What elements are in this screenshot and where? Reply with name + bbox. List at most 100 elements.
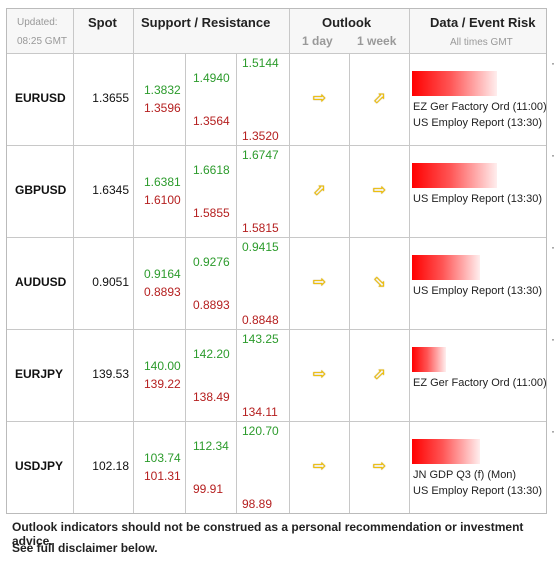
level1-cell: 1.6381 1.6100 (134, 146, 186, 237)
spot-cell: 139.53 (74, 330, 134, 421)
level3-cell: 0.9415 0.8848 (237, 238, 290, 329)
support-2: 1.5855 (193, 206, 230, 220)
pair-cell: GBPUSD (7, 146, 74, 237)
resistance-1: 103.74 (144, 451, 181, 465)
pair-label: AUDUSD (15, 275, 67, 289)
forecast-table: Updated: 08:25 GMT Spot Support / Resist… (6, 8, 547, 514)
outlook-week-cell: ⇨ (350, 422, 410, 513)
level3-cell: 143.25 134.11 (237, 330, 290, 421)
level1-cell: 140.00 139.22 (134, 330, 186, 421)
level2-cell: 1.6618 1.5855 (186, 146, 237, 237)
spot-cell: 102.18 (74, 422, 134, 513)
table-row: GBPUSD 1.6345 1.6381 1.6100 1.6618 1.585… (7, 145, 546, 237)
event-risk-cell: JN GDP Q3 (f) (Mon) US Employ Report (13:… (410, 422, 546, 513)
spot-cell: 1.3655 (74, 54, 134, 145)
event-risk-cell: US Employ Report (13:30) (410, 146, 546, 237)
event-item: EZ Ger Factory Ord (11:00) (413, 101, 547, 113)
level2-cell: 1.4940 1.3564 (186, 54, 237, 145)
pair-cell: AUDUSD (7, 238, 74, 329)
table-row: USDJPY 102.18 103.74 101.31 112.34 99.91… (7, 421, 546, 513)
right-arrow-icon: ⇨ (312, 366, 327, 383)
spot-value: 1.6345 (92, 183, 129, 197)
pair-label: GBPUSD (15, 183, 67, 197)
edge-tick: · (551, 148, 555, 162)
pair-label: USDJPY (15, 459, 64, 473)
pair-cell: EURUSD (7, 54, 74, 145)
event-item: JN GDP Q3 (f) (Mon) (413, 469, 517, 481)
spot-value: 0.9051 (92, 275, 129, 289)
resistance-3: 0.9415 (242, 240, 279, 254)
level1-cell: 103.74 101.31 (134, 422, 186, 513)
resistance-2: 112.34 (193, 439, 229, 453)
support-1: 139.22 (144, 377, 181, 391)
right-arrow-icon: ⇨ (312, 274, 327, 291)
level3-cell: 1.6747 1.5815 (237, 146, 290, 237)
resistance-1: 140.00 (144, 359, 181, 373)
support-1: 1.6100 (144, 193, 181, 207)
header-spot: Spot (88, 15, 117, 30)
level2-cell: 0.9276 0.8893 (186, 238, 237, 329)
support-3: 98.89 (242, 497, 273, 511)
support-2: 1.3564 (193, 114, 230, 128)
risk-level-bar (412, 347, 446, 372)
support-1: 1.3596 (144, 101, 181, 115)
resistance-3: 1.5144 (242, 56, 279, 70)
header-outlook: Outlook (322, 15, 372, 30)
header-outlook-day: 1 day (302, 34, 333, 48)
level1-cell: 1.3832 1.3596 (134, 54, 186, 145)
resistance-1: 1.6381 (144, 175, 181, 189)
updated-label: Updated: (17, 17, 58, 28)
event-item: US Employ Report (13:30) (413, 485, 542, 497)
risk-level-bar (412, 255, 480, 280)
resistance-2: 1.4940 (193, 71, 230, 85)
table-row: AUDUSD 0.9051 0.9164 0.8893 0.9276 0.889… (7, 237, 546, 329)
up-right-arrow-icon: ⬀ (372, 90, 387, 107)
support-2: 99.91 (193, 482, 224, 496)
level3-cell: 120.70 98.89 (237, 422, 290, 513)
risk-level-bar (412, 71, 497, 96)
header-outlook-cell: Outlook 1 day 1 week (290, 9, 410, 53)
resistance-3: 1.6747 (242, 148, 279, 162)
header-sr-cell: Support / Resistance (134, 9, 290, 53)
pair-label: EURJPY (15, 367, 64, 381)
updated-time: 08:25 GMT (17, 36, 68, 47)
support-3: 134.11 (242, 405, 278, 419)
edge-tick: · (551, 424, 555, 438)
support-2: 138.49 (193, 390, 230, 404)
support-3: 1.3520 (242, 129, 279, 143)
event-item: EZ Ger Factory Ord (11:00) (413, 377, 547, 389)
right-arrow-icon: ⇨ (312, 458, 327, 475)
outlook-week-cell: ⬀ (350, 54, 410, 145)
spot-cell: 0.9051 (74, 238, 134, 329)
event-risk-cell: EZ Ger Factory Ord (11:00) (410, 330, 547, 421)
outlook-week-cell: ⬀ (350, 330, 410, 421)
header-times-note: All times GMT (450, 37, 513, 48)
level2-cell: 142.20 138.49 (186, 330, 237, 421)
resistance-1: 0.9164 (144, 267, 181, 281)
outlook-day-cell: ⇨ (290, 54, 350, 145)
support-2: 0.8893 (193, 298, 230, 312)
spot-value: 102.18 (92, 459, 129, 473)
table-header: Updated: 08:25 GMT Spot Support / Resist… (7, 9, 546, 53)
spot-cell: 1.6345 (74, 146, 134, 237)
right-arrow-icon: ⇨ (312, 90, 327, 107)
event-item: US Employ Report (13:30) (413, 285, 542, 297)
support-3: 1.5815 (242, 221, 279, 235)
outlook-day-cell: ⬀ (290, 146, 350, 237)
down-right-arrow-icon: ⬂ (372, 274, 387, 291)
resistance-1: 1.3832 (144, 83, 181, 97)
table-row: EURUSD 1.3655 1.3832 1.3596 1.4940 1.356… (7, 53, 547, 145)
level3-cell: 1.5144 1.3520 (237, 54, 290, 145)
risk-level-bar (412, 163, 497, 188)
level1-cell: 0.9164 0.8893 (134, 238, 186, 329)
disclaimer-line-1: Outlook indicators should not be constru… (12, 520, 524, 548)
risk-level-bar (412, 439, 480, 464)
resistance-2: 0.9276 (193, 255, 230, 269)
level2-cell: 112.34 99.91 (186, 422, 237, 513)
header-spot-cell: Spot (74, 9, 134, 53)
up-right-arrow-icon: ⬀ (372, 366, 387, 383)
resistance-3: 143.25 (242, 332, 279, 346)
pair-label: EURUSD (15, 91, 66, 105)
resistance-2: 1.6618 (193, 163, 230, 177)
table-row: EURJPY 139.53 140.00 139.22 142.20 138.4… (7, 329, 547, 421)
